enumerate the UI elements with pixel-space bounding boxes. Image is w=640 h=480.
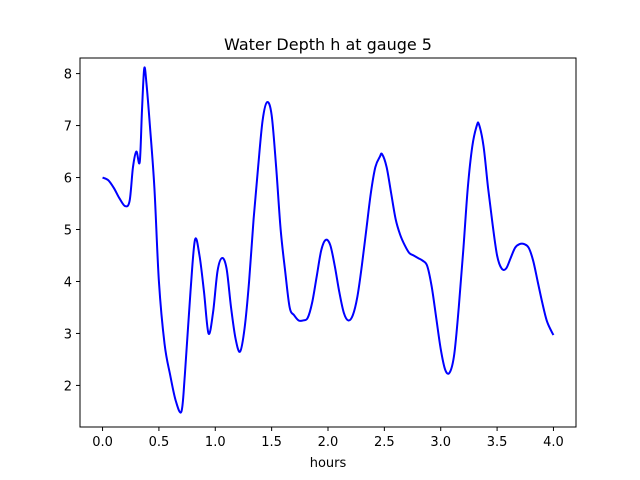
y-tick-label: 5 <box>64 224 72 239</box>
chart-title: Water Depth h at gauge 5 <box>224 35 432 54</box>
y-tick-label: 6 <box>64 172 72 187</box>
x-axis-label: hours <box>310 456 347 471</box>
plot-area <box>80 58 576 427</box>
y-tick-label: 8 <box>64 68 72 83</box>
x-tick-label: 3.0 <box>430 435 451 450</box>
y-tick-label: 4 <box>64 275 72 290</box>
y-tick-label: 2 <box>64 379 72 394</box>
x-tick-label: 2.5 <box>374 435 395 450</box>
x-tick-label: 3.5 <box>487 435 508 450</box>
x-tick-label: 4.0 <box>543 435 564 450</box>
x-tick-label: 1.5 <box>261 435 282 450</box>
x-tick-label: 2.0 <box>318 435 339 450</box>
ticks-layer: 0.0 0.5 1.0 1.5 2.0 2.5 3.0 3.5 4.0 2 3 4 5 6 7 8 <box>64 68 564 450</box>
x-tick-label: 1.0 <box>205 435 226 450</box>
plot-frame <box>79 57 577 428</box>
x-tick-label: 0.5 <box>149 435 170 450</box>
x-tick-label: 0.0 <box>92 435 113 450</box>
y-tick-label: 7 <box>64 120 72 135</box>
series-layer <box>102 66 555 414</box>
y-tick-label: 3 <box>64 327 72 342</box>
series-line-1 <box>102 66 555 414</box>
